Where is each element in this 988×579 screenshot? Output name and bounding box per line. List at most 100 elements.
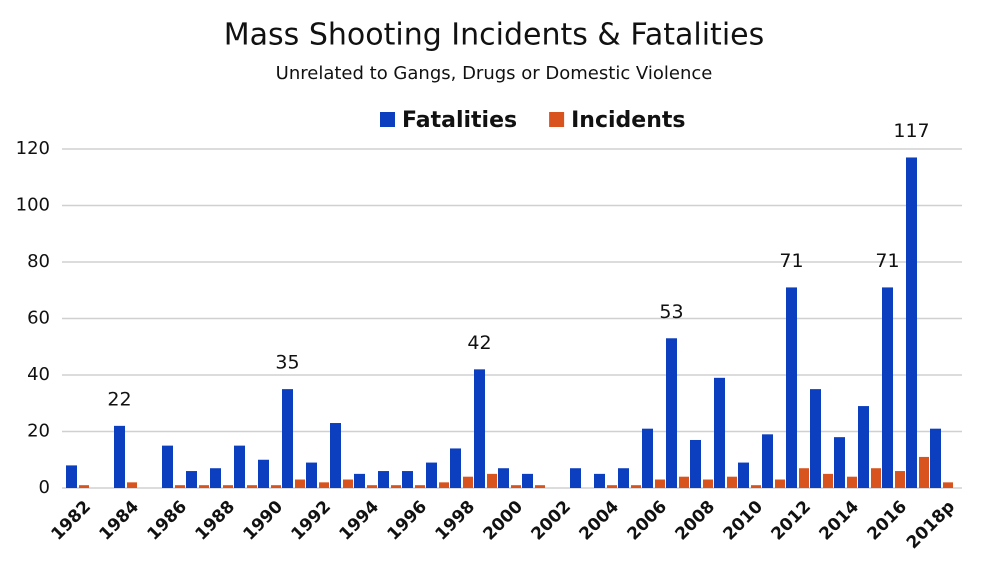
x-tick-label: 1986 bbox=[143, 497, 191, 545]
x-tick-label: 1988 bbox=[191, 497, 239, 545]
bar bbox=[834, 437, 845, 488]
x-tick-label: 2010 bbox=[719, 497, 767, 545]
legend-swatch bbox=[549, 112, 565, 127]
legend-label: Incidents bbox=[571, 108, 685, 133]
data-label: 53 bbox=[659, 301, 683, 323]
bar bbox=[306, 462, 317, 488]
bar bbox=[655, 479, 665, 488]
bar bbox=[775, 479, 785, 488]
bar bbox=[487, 473, 497, 488]
bar bbox=[319, 482, 329, 488]
bar bbox=[199, 485, 209, 488]
bar bbox=[786, 287, 797, 488]
bar bbox=[186, 471, 197, 488]
bar bbox=[426, 462, 437, 488]
x-tick-label: 1998 bbox=[431, 497, 479, 545]
bar bbox=[919, 456, 929, 488]
chart-subtitle: Unrelated to Gangs, Drugs or Domestic Vi… bbox=[276, 63, 713, 84]
x-tick-label: 2008 bbox=[671, 497, 719, 545]
data-label: 117 bbox=[893, 120, 929, 142]
bar bbox=[66, 465, 77, 488]
legend-swatch bbox=[380, 112, 395, 127]
y-tick-label: 40 bbox=[27, 364, 50, 385]
bar bbox=[367, 485, 377, 488]
bar bbox=[210, 468, 221, 488]
bar bbox=[415, 485, 425, 488]
x-tick-label: 2002 bbox=[527, 497, 575, 545]
x-tick-label: 2000 bbox=[479, 497, 527, 545]
bar bbox=[810, 389, 821, 488]
bar bbox=[727, 476, 737, 488]
bar bbox=[114, 425, 125, 488]
bar bbox=[895, 471, 905, 488]
bar bbox=[247, 485, 257, 488]
bar bbox=[703, 479, 713, 488]
bar bbox=[690, 439, 701, 488]
data-label: 22 bbox=[107, 388, 131, 410]
x-tick-label: 2012 bbox=[767, 497, 815, 545]
y-tick-label: 100 bbox=[16, 195, 50, 216]
x-tick-label: 1990 bbox=[239, 497, 287, 545]
x-tick-label: 2004 bbox=[575, 497, 623, 545]
bar bbox=[498, 468, 509, 488]
bar bbox=[175, 485, 185, 488]
bar bbox=[522, 473, 533, 488]
bar bbox=[223, 485, 233, 488]
bar bbox=[463, 476, 473, 488]
bar bbox=[679, 476, 689, 488]
bar bbox=[127, 482, 137, 488]
x-tick-label: 2018p bbox=[903, 497, 959, 553]
bar bbox=[330, 423, 341, 488]
bar bbox=[618, 468, 629, 488]
y-tick-label: 60 bbox=[27, 308, 50, 329]
bar bbox=[271, 485, 281, 488]
y-tick-label: 20 bbox=[27, 421, 50, 442]
data-label: 42 bbox=[467, 332, 491, 354]
bar bbox=[762, 434, 773, 488]
bar bbox=[343, 479, 353, 488]
bar bbox=[906, 157, 917, 488]
bar bbox=[847, 476, 857, 488]
bar bbox=[738, 462, 749, 488]
bar bbox=[79, 485, 89, 488]
bar bbox=[642, 428, 653, 488]
bar bbox=[751, 485, 761, 488]
bar bbox=[943, 482, 953, 488]
bar bbox=[354, 473, 365, 488]
bar bbox=[882, 287, 893, 488]
bar bbox=[666, 338, 677, 488]
bar bbox=[402, 471, 413, 488]
bar bbox=[570, 468, 581, 488]
bar bbox=[234, 445, 245, 488]
bar bbox=[474, 369, 485, 488]
data-label: 71 bbox=[875, 250, 899, 272]
bar bbox=[799, 468, 809, 488]
bar bbox=[439, 482, 449, 488]
x-tick-label: 1982 bbox=[47, 497, 95, 545]
bar bbox=[823, 473, 833, 488]
data-label: 35 bbox=[275, 352, 299, 374]
bar bbox=[594, 473, 605, 488]
bar bbox=[631, 485, 641, 488]
bar bbox=[162, 445, 173, 488]
x-tick-label: 1994 bbox=[335, 497, 383, 545]
x-tick-label: 1984 bbox=[95, 497, 143, 545]
x-tick-label: 1992 bbox=[287, 497, 335, 545]
data-label: 71 bbox=[779, 250, 803, 272]
bar bbox=[450, 448, 461, 488]
x-tick-label: 1996 bbox=[383, 497, 431, 545]
chart-title: Mass Shooting Incidents & Fatalities bbox=[224, 18, 764, 53]
bar bbox=[607, 485, 617, 488]
bar bbox=[391, 485, 401, 488]
y-tick-label: 80 bbox=[27, 251, 50, 272]
bar bbox=[295, 479, 305, 488]
bar bbox=[871, 468, 881, 488]
legend-label: Fatalities bbox=[402, 108, 517, 133]
x-tick-label: 2014 bbox=[815, 497, 863, 545]
bar bbox=[535, 485, 545, 488]
bar bbox=[930, 428, 941, 488]
y-tick-label: 0 bbox=[39, 477, 50, 498]
bar bbox=[282, 389, 293, 488]
bar bbox=[858, 406, 869, 488]
